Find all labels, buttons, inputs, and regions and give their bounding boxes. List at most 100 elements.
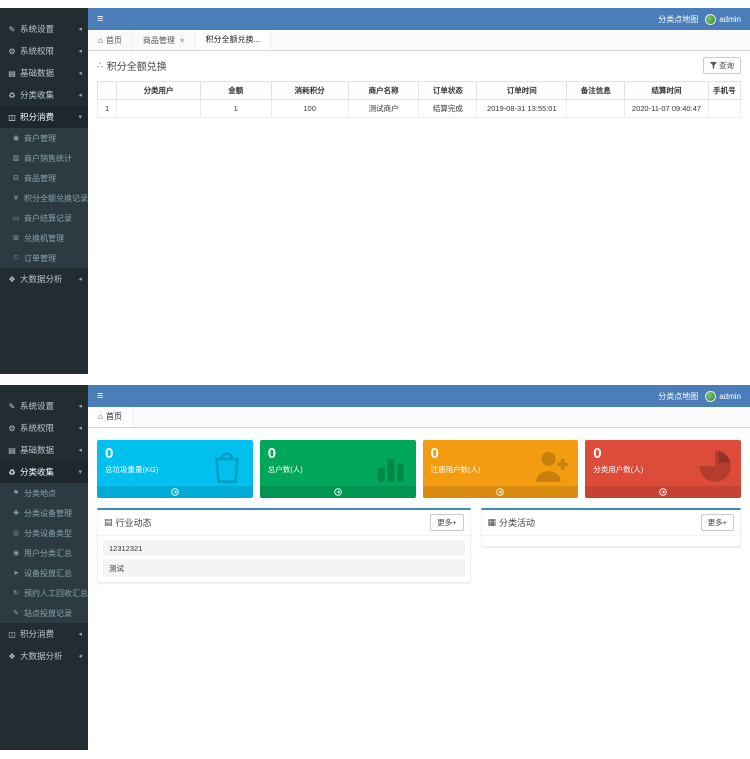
stat-card-footer-link[interactable] — [585, 486, 741, 498]
table-header-cell: 金额 — [199, 81, 272, 100]
merchant-icon: ◉ — [12, 135, 20, 142]
more-button[interactable]: 更多+ — [700, 514, 734, 531]
query-button[interactable]: 查询 — [703, 57, 741, 74]
sidebar-toggle-icon[interactable]: ≡ — [97, 12, 104, 25]
sidebar-subitem[interactable]: ↻ 预约人工回收汇总 — [0, 583, 88, 603]
chevron-left-icon: ◂ — [78, 631, 82, 638]
sidebar-item-label: 基础数据 — [20, 445, 55, 455]
sidebar-item[interactable]: ⚙ 系统权限 ◂ — [0, 417, 88, 439]
table-row[interactable]: 1 1 100 测试商户 结算完成 2019-08-31 13:55:01 2020-11-… — [96, 99, 742, 118]
tab[interactable]: 商品管理 × — [133, 30, 196, 50]
bigdata-icon: ❖ — [8, 651, 16, 661]
stat-card[interactable]: 0 分类用户数(人) — [585, 440, 741, 498]
bar-chart-icon — [369, 445, 411, 492]
sidebar-item[interactable]: ♻ 分类收集 ▾ — [0, 461, 88, 483]
sidebar-subitem[interactable]: ◎ 分类设备类型 — [0, 523, 88, 543]
settlement-icon: ▭ — [12, 215, 20, 222]
stat-card-footer-link[interactable] — [259, 486, 416, 498]
recycle-icon: ♻ — [8, 467, 16, 477]
sidebar-subitem[interactable]: ◉ 商户管理 — [0, 128, 88, 148]
sidebar-subitem[interactable]: ▥ 商户销售统计 — [0, 148, 88, 168]
list-item[interactable]: 12312321 — [103, 540, 465, 556]
avatar — [705, 390, 717, 402]
sidebar-item[interactable]: ◫ 积分消费 ▾ — [0, 106, 88, 128]
stat-card-label: 注册用户数(人) — [430, 465, 481, 474]
tab[interactable]: ⌂ 首页 — [88, 30, 133, 50]
gear-icon: ⚙ — [8, 46, 16, 56]
sitemap-icon: ∴ — [97, 60, 103, 70]
user-menu[interactable]: admin — [705, 13, 741, 25]
screenshot-points-exchange: ✎ 系统设置 ◂ ⚙ 系统权限 ◂ ▤ 基础数据 ◂ ♻ 分类收集 ◂ ◫ 积分消费 ▾ ◉ 商户管理 ▥ 商户销售… — [0, 8, 750, 374]
sidebar-subitem[interactable]: ⊞ 兑换机管理 — [0, 228, 88, 248]
sidebar-subitem[interactable]: ⊟ 商品管理 — [0, 168, 88, 188]
chevron-left-icon: ◂ — [78, 26, 82, 33]
table-header-cell: 备注信息 — [566, 81, 626, 100]
sidebar-item[interactable]: ⚙ 系统权限 ◂ — [0, 40, 88, 62]
sidebar-toggle-icon[interactable]: ≡ — [97, 389, 104, 402]
arrow-circle-icon — [171, 483, 179, 498]
tab[interactable]: 积分全额兑换... — [195, 30, 272, 50]
map-link[interactable]: 分类点地图 — [658, 14, 699, 24]
sidebar-item-label: 大数据分析 — [20, 274, 63, 284]
more-button[interactable]: 更多+ — [430, 514, 464, 531]
chevron-left-icon: ◂ — [78, 425, 82, 432]
table-header-cell: 消耗积分 — [270, 81, 349, 100]
stat-card[interactable]: 0 注册用户数(人) — [422, 440, 579, 498]
sidebar-item[interactable]: ✎ 系统设置 ◂ — [0, 395, 88, 417]
sidebar-item[interactable]: ▤ 基础数据 ◂ — [0, 439, 88, 461]
arrow-circle-icon — [496, 483, 505, 498]
stat-card[interactable]: 0 总户数(人) — [259, 440, 416, 498]
sidebar-item[interactable]: ▤ 基础数据 ◂ — [0, 62, 88, 84]
news-icon: ▤ — [104, 517, 113, 527]
tab[interactable]: ⌂ 首页 — [88, 407, 133, 427]
sidebar-subitem-label: 商户销售统计 — [24, 153, 72, 163]
map-link[interactable]: 分类点地图 — [658, 391, 699, 401]
sidebar-item[interactable]: ❖ 大数据分析 ◂ — [0, 645, 88, 667]
sidebar-submenu: ◉ 商户管理 ▥ 商户销售统计 ⊟ 商品管理 ¥ 积分全额兑换记录 ▭ 商户结算记录 ⊞ 兑换机管理 ⚐… — [0, 128, 88, 268]
tab-label: 首页 — [105, 412, 122, 421]
sidebar-subitem[interactable]: ⚑ 分类地点 — [0, 483, 88, 503]
sidebar-subitem[interactable]: ¥ 积分全额兑换记录 — [0, 188, 88, 208]
sidebar-item[interactable]: ✎ 系统设置 ◂ — [0, 18, 88, 40]
table-cell: 测试商户 — [347, 99, 420, 118]
list-item[interactable]: 测试 — [103, 559, 465, 577]
pencil-icon: ✎ — [8, 24, 16, 34]
table-cell: 1 — [96, 99, 118, 118]
pie-chart-icon — [694, 445, 736, 492]
user-menu[interactable]: admin — [705, 390, 741, 402]
stat-card-footer-link[interactable] — [97, 486, 253, 498]
sidebar-subitem[interactable]: ◉ 用户分类汇总 — [0, 543, 88, 563]
device-type-icon: ◎ — [12, 530, 20, 537]
sidebar-item[interactable]: ❖ 大数据分析 ◂ — [0, 268, 88, 290]
sidebar-subitem[interactable]: ✚ 分类设备管理 — [0, 503, 88, 523]
table-header-cell: 商户名称 — [347, 81, 420, 100]
tab-close-icon[interactable]: × — [179, 35, 185, 45]
sidebar-subitem[interactable]: ✎ 站点投放记录 — [0, 603, 88, 623]
stat-card-footer-link[interactable] — [422, 483, 579, 498]
table-cell: 100 — [270, 99, 349, 118]
chevron-left-icon: ◂ — [78, 447, 82, 454]
chevron-left-icon: ◂ — [78, 70, 82, 77]
stat-card[interactable]: 0 总垃圾重量(KG) — [97, 440, 253, 498]
panel-title-text: 分类活动 — [499, 518, 536, 528]
exchange-record-icon: ¥ — [14, 194, 18, 202]
chevron-down-icon: ▾ — [78, 469, 82, 476]
stat-card-label: 总户数(人) — [267, 465, 303, 474]
sidebar-subitem-label: 商户管理 — [24, 133, 56, 143]
home-icon: ⌂ — [98, 35, 103, 45]
panel-body: 12312321 测试 — [98, 536, 470, 582]
machine-icon: ⊞ — [13, 235, 19, 242]
location-icon: ⚑ — [12, 490, 20, 497]
shopping-bag-icon — [206, 445, 248, 492]
table-cell: 2020-11-07 09:40:47 — [624, 99, 709, 118]
sidebar-subitem[interactable]: ➤ 设备投放汇总 — [0, 563, 88, 583]
order-icon: ⚐ — [12, 255, 20, 262]
sidebar-item[interactable]: ◫ 积分消费 ◂ — [0, 623, 88, 645]
sidebar-subitem[interactable]: ⚐ 订单管理 — [0, 248, 88, 268]
page-title-text: 积分全额兑换 — [106, 62, 167, 73]
heading-row: ∴ 积分全额兑换 查询 — [97, 57, 741, 74]
stat-card-value: 0 — [430, 445, 439, 462]
sidebar-subitem[interactable]: ▭ 商户结算记录 — [0, 208, 88, 228]
tab-label: 首页 — [105, 35, 122, 45]
sidebar-item[interactable]: ♻ 分类收集 ◂ — [0, 84, 88, 106]
